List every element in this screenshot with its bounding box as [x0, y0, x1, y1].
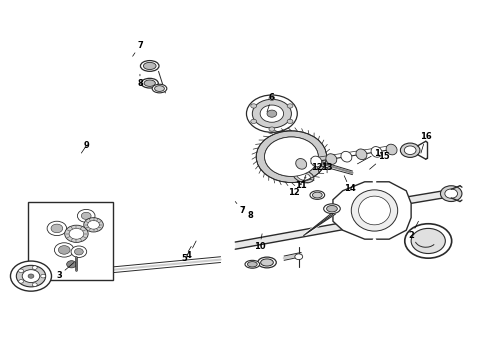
Circle shape: [28, 274, 34, 278]
Circle shape: [54, 243, 74, 257]
Text: 16: 16: [420, 132, 432, 153]
Circle shape: [22, 270, 40, 283]
Text: 5: 5: [181, 246, 191, 264]
Ellipse shape: [141, 60, 159, 71]
Polygon shape: [379, 190, 448, 209]
Ellipse shape: [296, 158, 307, 169]
Circle shape: [260, 105, 284, 122]
Circle shape: [69, 228, 84, 239]
Ellipse shape: [324, 204, 340, 213]
Text: 8: 8: [243, 207, 253, 220]
Ellipse shape: [144, 62, 156, 69]
Ellipse shape: [313, 192, 322, 198]
Text: 6: 6: [267, 93, 275, 112]
Ellipse shape: [245, 260, 260, 268]
Text: 7: 7: [235, 202, 245, 215]
Circle shape: [411, 228, 445, 253]
Circle shape: [51, 224, 63, 233]
Circle shape: [88, 221, 99, 229]
Ellipse shape: [261, 259, 273, 266]
Text: 8: 8: [137, 74, 143, 88]
Circle shape: [287, 119, 293, 123]
Text: 9: 9: [81, 141, 89, 153]
Ellipse shape: [155, 86, 164, 91]
Circle shape: [246, 95, 297, 132]
Text: 4: 4: [186, 241, 196, 260]
Ellipse shape: [141, 78, 158, 88]
Circle shape: [32, 266, 37, 269]
Circle shape: [58, 246, 70, 254]
Circle shape: [269, 96, 275, 100]
Circle shape: [405, 224, 452, 258]
Text: 12: 12: [312, 163, 323, 173]
Text: 3: 3: [56, 262, 74, 279]
Circle shape: [19, 269, 24, 273]
Circle shape: [269, 127, 275, 131]
Polygon shape: [333, 182, 411, 239]
Ellipse shape: [144, 80, 155, 86]
Circle shape: [74, 248, 83, 255]
Circle shape: [295, 254, 303, 260]
Polygon shape: [235, 220, 360, 249]
Circle shape: [47, 221, 67, 235]
Ellipse shape: [310, 191, 325, 199]
Circle shape: [267, 110, 277, 117]
Circle shape: [251, 119, 257, 123]
Circle shape: [65, 225, 88, 242]
Ellipse shape: [247, 262, 257, 267]
Ellipse shape: [311, 156, 322, 167]
Circle shape: [441, 186, 462, 202]
Circle shape: [252, 99, 292, 128]
Text: 12: 12: [288, 177, 306, 197]
Ellipse shape: [327, 206, 337, 212]
Text: 14: 14: [344, 176, 356, 193]
Circle shape: [41, 274, 46, 278]
Circle shape: [400, 143, 420, 157]
Text: 7: 7: [133, 41, 143, 56]
Ellipse shape: [371, 147, 382, 157]
Circle shape: [77, 210, 95, 222]
Circle shape: [71, 246, 87, 257]
Circle shape: [16, 265, 46, 287]
Ellipse shape: [294, 170, 314, 183]
Ellipse shape: [359, 196, 391, 225]
Ellipse shape: [326, 154, 337, 165]
Ellipse shape: [386, 144, 397, 155]
Circle shape: [10, 261, 51, 291]
Text: 15: 15: [369, 152, 390, 169]
Ellipse shape: [341, 151, 352, 162]
Circle shape: [19, 280, 24, 283]
Ellipse shape: [297, 172, 311, 180]
Circle shape: [251, 104, 257, 108]
Text: 10: 10: [254, 234, 266, 251]
Circle shape: [81, 212, 91, 220]
Text: 1: 1: [357, 149, 380, 164]
Circle shape: [84, 218, 103, 232]
Circle shape: [445, 189, 458, 198]
Ellipse shape: [351, 190, 398, 231]
Text: 11: 11: [295, 175, 307, 190]
Circle shape: [32, 283, 37, 287]
Text: 2: 2: [408, 221, 418, 240]
Circle shape: [287, 104, 293, 108]
Ellipse shape: [258, 257, 276, 268]
Circle shape: [67, 261, 76, 268]
Circle shape: [265, 137, 318, 176]
Circle shape: [404, 146, 416, 154]
Bar: [27, 202, 113, 280]
Ellipse shape: [152, 84, 167, 93]
Text: 13: 13: [321, 163, 333, 173]
Ellipse shape: [356, 149, 367, 159]
